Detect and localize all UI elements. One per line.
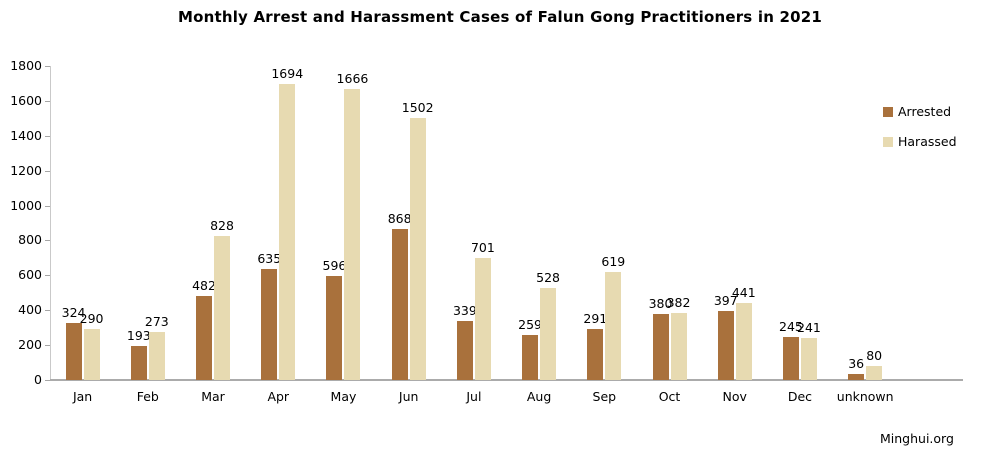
bar-value-label: 382 bbox=[666, 295, 691, 311]
y-axis-tick-mark bbox=[45, 135, 50, 137]
bar-harassed-oct bbox=[670, 313, 687, 380]
y-axis-tick-mark bbox=[45, 66, 50, 67]
bar-value-label: 1502 bbox=[401, 99, 434, 115]
x-axis-category-label: Nov bbox=[722, 389, 747, 404]
legend: Arrested Harassed bbox=[883, 104, 957, 164]
bar-value-label: 619 bbox=[601, 254, 626, 270]
x-axis-category-label: Apr bbox=[267, 389, 290, 404]
y-axis-tick-mark bbox=[45, 240, 50, 242]
y-axis-tick-mark bbox=[45, 310, 50, 312]
bar-arrested-feb bbox=[130, 346, 147, 380]
bar-value-label: 1666 bbox=[336, 71, 369, 87]
y-axis-tick-label: 0 bbox=[34, 372, 42, 387]
bar-arrested-mar bbox=[196, 295, 213, 380]
bar-harassed-dec bbox=[800, 337, 817, 380]
bar-arrested-sep bbox=[587, 329, 604, 380]
bar-arrested-dec bbox=[782, 337, 799, 380]
legend-label: Harassed bbox=[898, 134, 957, 149]
x-axis-line bbox=[50, 379, 963, 381]
bar-value-label: 290 bbox=[79, 311, 104, 327]
bar-harassed-apr bbox=[279, 84, 296, 380]
y-axis-tick-mark bbox=[45, 100, 50, 102]
bar-value-label: 828 bbox=[210, 217, 234, 233]
bar-harassed-nov bbox=[735, 303, 752, 380]
bar-value-label: 245 bbox=[779, 319, 803, 335]
bar-harassed-mar bbox=[214, 235, 231, 380]
x-axis-category-label: Jul bbox=[466, 389, 482, 404]
y-axis-tick-label: 1000 bbox=[10, 197, 42, 213]
x-axis-category-label: May bbox=[330, 389, 357, 404]
source-credit: Minghui.org bbox=[880, 431, 954, 446]
bar-arrested-nov bbox=[717, 310, 734, 380]
bar-value-label: 701 bbox=[470, 239, 495, 255]
x-axis-category-label: Dec bbox=[787, 389, 813, 404]
y-axis-tick-mark bbox=[45, 380, 50, 381]
x-axis-category-label: Feb bbox=[136, 389, 159, 404]
bar-value-label: 596 bbox=[322, 258, 347, 274]
bar-value-label: 273 bbox=[144, 314, 169, 330]
bar-value-label: 259 bbox=[518, 316, 543, 332]
x-axis-category-label: Mar bbox=[201, 389, 225, 404]
bar-value-label: 528 bbox=[536, 269, 561, 285]
bar-arrested-apr bbox=[261, 269, 278, 380]
x-axis-category-label: Jan bbox=[72, 389, 93, 404]
y-axis-line bbox=[50, 66, 51, 380]
x-axis-category-label: Jun bbox=[398, 389, 419, 404]
bar-arrested-aug bbox=[522, 334, 539, 380]
bar-value-label: 635 bbox=[257, 251, 282, 267]
bar-value-label: 1694 bbox=[271, 66, 304, 82]
x-axis-category-label: Sep bbox=[592, 389, 617, 404]
bar-value-label: 36 bbox=[848, 355, 865, 371]
bar-arrested-unknown bbox=[848, 373, 865, 380]
bar-arrested-may bbox=[326, 276, 343, 380]
bar-value-label: 193 bbox=[126, 328, 151, 344]
legend-item-arrested: Arrested bbox=[883, 104, 957, 119]
y-axis-tick-label: 1800 bbox=[10, 58, 42, 73]
bar-value-label: 339 bbox=[452, 302, 477, 318]
y-axis-tick-label: 1200 bbox=[10, 162, 42, 178]
y-axis-tick-label: 1600 bbox=[10, 92, 42, 108]
x-axis-category-label: Oct bbox=[658, 389, 681, 404]
bar-harassed-may bbox=[344, 89, 361, 380]
x-axis-category-label: unknown bbox=[836, 389, 894, 404]
bar-harassed-aug bbox=[540, 287, 557, 380]
bar-value-label: 80 bbox=[866, 348, 883, 364]
y-axis-tick-label: 800 bbox=[18, 232, 42, 248]
y-axis-tick-mark bbox=[45, 205, 50, 207]
bar-value-label: 482 bbox=[192, 277, 216, 293]
bar-harassed-sep bbox=[605, 272, 622, 380]
bar-harassed-jan bbox=[83, 329, 100, 380]
x-axis-category-label: Aug bbox=[526, 389, 552, 404]
chart-title: Monthly Arrest and Harassment Cases of F… bbox=[177, 8, 823, 26]
bar-value-label: 397 bbox=[713, 292, 738, 308]
legend-item-harassed: Harassed bbox=[883, 134, 957, 149]
y-axis-tick-label: 400 bbox=[18, 302, 42, 318]
y-axis-tick-mark bbox=[45, 345, 50, 347]
y-axis-tick-label: 1400 bbox=[10, 127, 42, 143]
legend-swatch-arrested bbox=[883, 106, 893, 117]
y-axis-tick-mark bbox=[45, 275, 50, 277]
bar-value-label: 380 bbox=[648, 295, 673, 311]
bar-arrested-jan bbox=[65, 323, 82, 380]
y-axis-tick-mark bbox=[45, 170, 50, 172]
bar-value-label: 241 bbox=[797, 319, 821, 335]
bar-value-label: 441 bbox=[731, 285, 756, 301]
bar-value-label: 291 bbox=[583, 311, 608, 327]
bar-harassed-unknown bbox=[866, 366, 883, 380]
legend-swatch-harassed bbox=[883, 136, 893, 147]
bar-arrested-oct bbox=[652, 313, 669, 380]
bar-value-label: 324 bbox=[61, 305, 86, 321]
legend-label: Arrested bbox=[898, 104, 952, 119]
y-axis-tick-label: 200 bbox=[18, 337, 42, 353]
bar-harassed-feb bbox=[148, 332, 165, 380]
bar-arrested-jul bbox=[456, 320, 473, 380]
bar-harassed-jul bbox=[474, 257, 491, 380]
y-axis-tick-label: 600 bbox=[18, 267, 42, 283]
bar-harassed-jun bbox=[409, 117, 426, 380]
bar-arrested-jun bbox=[391, 228, 408, 380]
bar-value-label: 868 bbox=[387, 210, 412, 226]
